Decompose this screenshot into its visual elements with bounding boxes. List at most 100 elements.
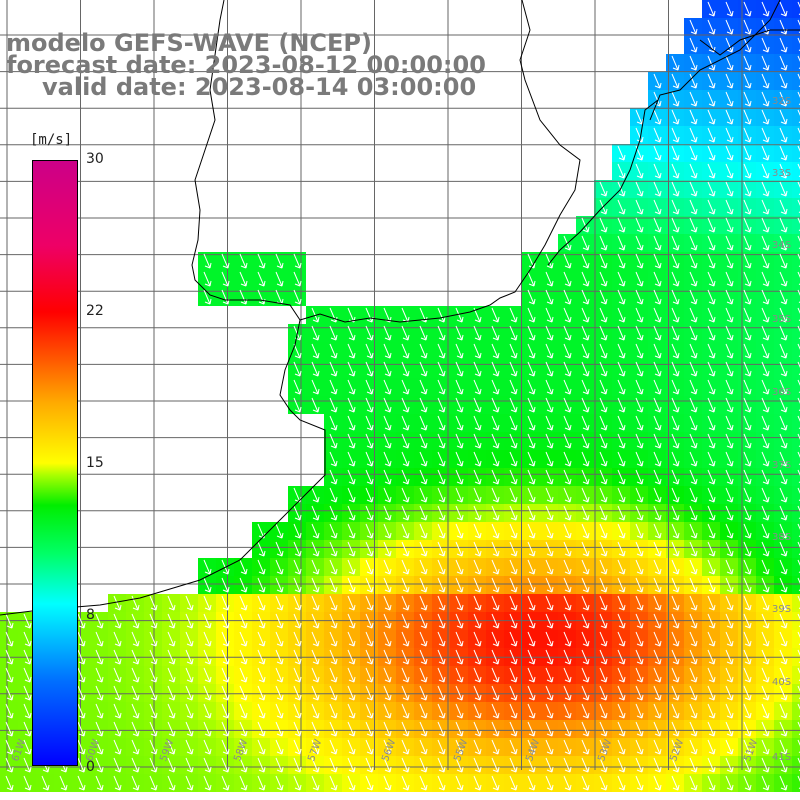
wind-arrow [275, 739, 284, 755]
wind-arrow [653, 217, 662, 233]
wind-arrow [707, 109, 716, 125]
wind-arrow [473, 595, 482, 611]
wind-arrow [149, 757, 158, 773]
wind-arrow [311, 775, 320, 791]
wind-arrow [779, 145, 788, 161]
wind-arrow [599, 559, 608, 575]
wind-arrow [311, 685, 320, 701]
wind-arrow [761, 235, 770, 251]
wind-arrow [239, 595, 248, 611]
wind-arrow [707, 631, 716, 647]
wind-arrow [239, 685, 248, 701]
wind-arrow [293, 397, 302, 413]
wind-arrow [149, 685, 158, 701]
wind-arrow [581, 559, 590, 575]
wind-arrow [707, 649, 716, 665]
wind-arrow [509, 775, 518, 791]
wind-arrow [635, 613, 644, 629]
wind-arrow [725, 613, 734, 629]
wind-arrow [689, 721, 698, 737]
wind-arrow [491, 487, 500, 503]
wind-arrow [671, 415, 680, 431]
wind-arrow [527, 415, 536, 431]
wind-arrow [743, 703, 752, 719]
wind-arrow [221, 703, 230, 719]
wind-arrow [293, 685, 302, 701]
wind-arrow [257, 703, 266, 719]
wind-arrow [329, 667, 338, 683]
wind-arrow [419, 559, 428, 575]
wind-arrow [725, 577, 734, 593]
wind-arrow [527, 325, 536, 341]
wind-arrow [473, 433, 482, 449]
wind-arrow [617, 271, 626, 287]
wind-arrow [437, 307, 446, 323]
wind-arrow [455, 649, 464, 665]
wind-arrow [779, 91, 788, 107]
wind-arrow [221, 739, 230, 755]
wind-arrow [545, 469, 554, 485]
wind-arrow [779, 343, 788, 359]
wind-arrow [689, 379, 698, 395]
wind-arrow [545, 307, 554, 323]
lat-label: 37S [772, 460, 792, 471]
wind-arrow [617, 469, 626, 485]
wind-arrow [473, 649, 482, 665]
wind-arrow [707, 253, 716, 269]
wind-arrow [419, 469, 428, 485]
wind-arrow [563, 253, 572, 269]
wind-arrow [581, 325, 590, 341]
wind-arrow [383, 631, 392, 647]
wind-arrow [347, 397, 356, 413]
wind-arrow [221, 685, 230, 701]
wind-arrow [653, 235, 662, 251]
wind-arrow [599, 775, 608, 791]
wind-arrow [473, 379, 482, 395]
wind-arrow [599, 721, 608, 737]
wind-arrow [329, 757, 338, 773]
wind-arrow [653, 415, 662, 431]
wind-speed-cell [792, 306, 800, 324]
wind-speed-cell [792, 756, 800, 774]
wind-arrow [653, 289, 662, 305]
wind-arrow [707, 199, 716, 215]
wind-arrow [311, 325, 320, 341]
wind-arrow [437, 721, 446, 737]
wind-arrow [707, 289, 716, 305]
wind-speed-cell [792, 738, 800, 756]
wind-arrow [635, 307, 644, 323]
wind-arrow [329, 595, 338, 611]
wind-arrow [743, 163, 752, 179]
wind-arrow [293, 631, 302, 647]
wind-arrow [635, 163, 644, 179]
wind-arrow [599, 523, 608, 539]
wind-arrow [635, 505, 644, 521]
wind-arrow [689, 667, 698, 683]
wind-arrow [401, 559, 410, 575]
wind-arrow [491, 757, 500, 773]
wind-arrow [725, 559, 734, 575]
wind-arrow [95, 739, 104, 755]
wind-arrow [347, 541, 356, 557]
wind-arrow [185, 649, 194, 665]
wind-arrow [365, 307, 374, 323]
wind-arrow [383, 451, 392, 467]
wind-arrow [527, 685, 536, 701]
wind-arrow [653, 469, 662, 485]
wind-arrow [689, 271, 698, 287]
wind-arrow [725, 523, 734, 539]
wind-arrow [455, 433, 464, 449]
wind-arrow [635, 109, 644, 125]
wind-arrow [671, 505, 680, 521]
wind-arrow [599, 253, 608, 269]
wind-arrow [293, 361, 302, 377]
wind-arrow [599, 757, 608, 773]
wind-arrow [311, 487, 320, 503]
wind-arrow [311, 667, 320, 683]
wind-arrow [617, 361, 626, 377]
wind-arrow [365, 595, 374, 611]
wind-arrow [635, 487, 644, 503]
wind-arrow [383, 685, 392, 701]
